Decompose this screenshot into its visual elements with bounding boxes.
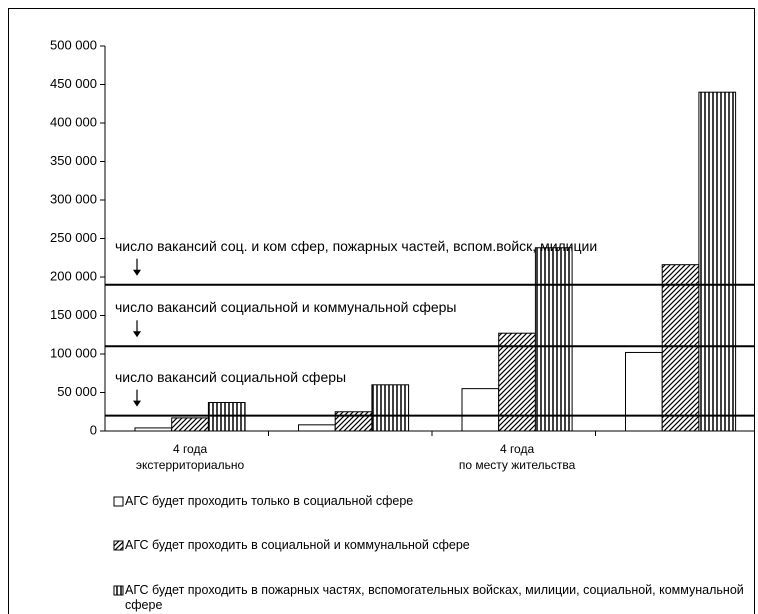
y-tick-label: 500 000 [50, 37, 97, 52]
legend-label: АГС будет проходить в социальной и комму… [125, 538, 470, 552]
bar [661, 264, 700, 432]
frame [8, 8, 755, 614]
y-tick-label: 450 000 [50, 76, 97, 91]
bar [534, 247, 573, 432]
arrow-head [133, 400, 141, 407]
annotation: число вакансий соц. и ком сфер, пожарных… [115, 237, 598, 254]
annotation: число вакансий социальной сферы [115, 368, 347, 385]
x-tick-label: 4 года экстерриториально [135, 442, 245, 472]
y-tick-label: 400 000 [50, 114, 97, 129]
y-tick-label: 150 000 [50, 307, 97, 322]
annotation: число вакансий социальной и коммунальной… [115, 299, 457, 316]
y-tick-label: 100 000 [50, 345, 97, 360]
y-tick-label: 250 000 [50, 230, 97, 245]
x-tick-label: 4 года по месту жительства [458, 442, 576, 472]
bar [298, 424, 336, 432]
y-tick-label: 300 000 [50, 191, 97, 206]
legend-swatch [113, 540, 124, 551]
bar [371, 384, 410, 432]
bar [134, 427, 173, 432]
arrow-head [133, 331, 141, 338]
bar [461, 388, 500, 432]
bar [698, 91, 737, 432]
legend-label: АГС будет проходить в пожарных частях, в… [125, 583, 744, 612]
legend-swatch [113, 585, 124, 596]
y-tick-label: 350 000 [50, 153, 97, 168]
arrow-head [133, 269, 141, 276]
bar [207, 402, 246, 432]
y-tick-label: 50 000 [57, 384, 97, 399]
legend-label: АГС будет проходить только в социальной … [125, 494, 414, 508]
y-tick-label: 0 [90, 422, 97, 437]
bar [171, 417, 209, 432]
bar [625, 351, 663, 432]
y-tick-label: 200 000 [50, 268, 97, 283]
legend-swatch [113, 496, 124, 507]
